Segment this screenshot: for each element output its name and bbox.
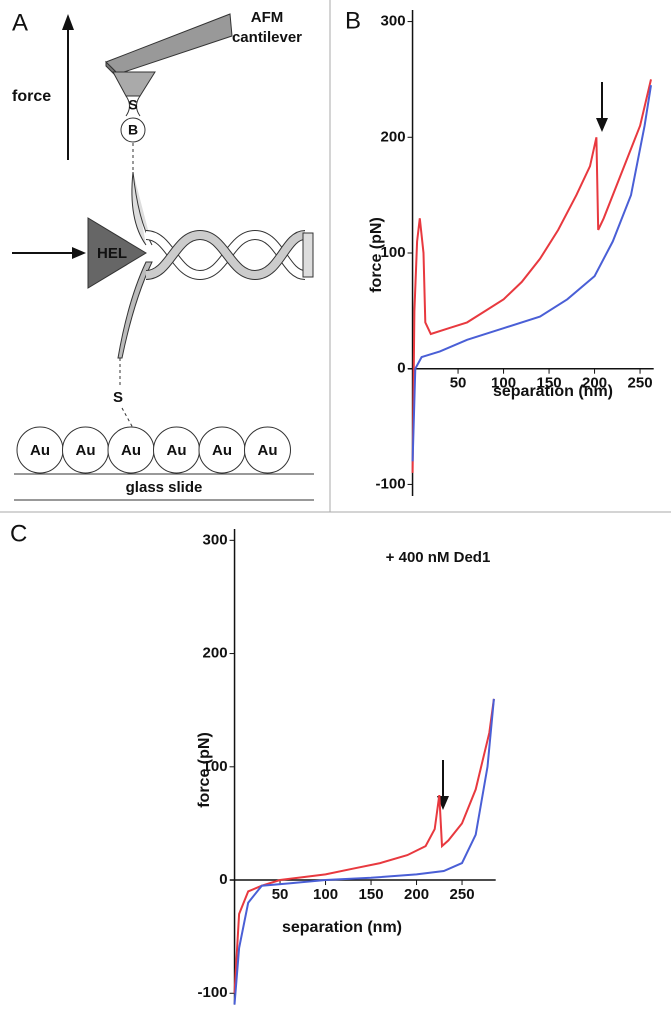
x-tick-label: 250 bbox=[450, 886, 475, 903]
y-tick-label: 300 bbox=[203, 531, 228, 548]
panel-label: A bbox=[12, 9, 28, 36]
y-tick-label: 0 bbox=[219, 871, 227, 888]
gold-label: Au bbox=[121, 442, 141, 459]
tip bbox=[112, 71, 156, 97]
helicase bbox=[87, 217, 147, 289]
y-tick-label: 200 bbox=[381, 128, 406, 145]
arrowhead bbox=[72, 247, 86, 259]
x-axis-label: separation (nm) bbox=[282, 919, 402, 936]
slide-label: glass slide bbox=[126, 479, 203, 496]
duplex bbox=[145, 229, 314, 281]
gold-particle bbox=[244, 426, 291, 474]
annotation: + 400 nM Ded1 bbox=[386, 549, 491, 566]
x-tick-label: 200 bbox=[582, 375, 607, 392]
x-tick-label: 150 bbox=[359, 886, 384, 903]
bead-label: B bbox=[128, 122, 138, 138]
strand bbox=[117, 261, 153, 359]
x-tick-label: 100 bbox=[491, 375, 516, 392]
cantilever bbox=[105, 13, 233, 75]
trace bbox=[233, 698, 495, 994]
y-axis-label: force (pN) bbox=[196, 732, 213, 808]
y-tick-label: -100 bbox=[198, 984, 228, 1001]
y-tick-label: 0 bbox=[397, 360, 405, 377]
gold-label: Au bbox=[258, 442, 278, 459]
arrowhead bbox=[596, 118, 608, 132]
force-label: force bbox=[12, 88, 51, 105]
y-tick-label: -100 bbox=[376, 475, 406, 492]
linker-label: S bbox=[128, 97, 137, 113]
diagram: A force AFM cantilever S B HEL S Au Au Au A… bbox=[12, 9, 314, 501]
gold-label: Au bbox=[212, 442, 232, 459]
tether bbox=[121, 407, 134, 429]
linker bbox=[125, 95, 141, 117]
y-tick-label: 200 bbox=[203, 645, 228, 662]
gold-layer: Au Au Au Au Au Au bbox=[16, 426, 291, 474]
x-tick-label: 100 bbox=[313, 886, 338, 903]
x-tick-label: 50 bbox=[450, 375, 467, 392]
x-tick-label: 50 bbox=[272, 886, 289, 903]
cantilever-label: AFM bbox=[251, 9, 284, 26]
trace bbox=[411, 79, 652, 473]
helicase-label: HEL bbox=[97, 245, 127, 262]
gold-label: Au bbox=[30, 442, 50, 459]
y-tick-label: 300 bbox=[381, 13, 406, 30]
bead bbox=[120, 117, 146, 143]
x-tick-label: 200 bbox=[404, 886, 429, 903]
gold-label: Au bbox=[167, 442, 187, 459]
panel-label: B bbox=[345, 7, 361, 34]
y-tick-label: 100 bbox=[203, 758, 228, 775]
x-tick-label: 150 bbox=[537, 375, 562, 392]
x-axis-label: separation (nm) bbox=[493, 383, 613, 400]
panel-label: C bbox=[10, 520, 27, 547]
x-tick-label: 250 bbox=[628, 375, 653, 392]
arrowhead bbox=[62, 14, 74, 30]
gold-label: Au bbox=[76, 442, 96, 459]
trace bbox=[233, 698, 495, 1005]
y-axis-label: force (pN) bbox=[368, 217, 385, 293]
y-tick-label: 100 bbox=[381, 244, 406, 261]
linker-label: S bbox=[113, 389, 123, 406]
trace bbox=[411, 85, 652, 462]
cantilever-label: cantilever bbox=[232, 29, 302, 46]
